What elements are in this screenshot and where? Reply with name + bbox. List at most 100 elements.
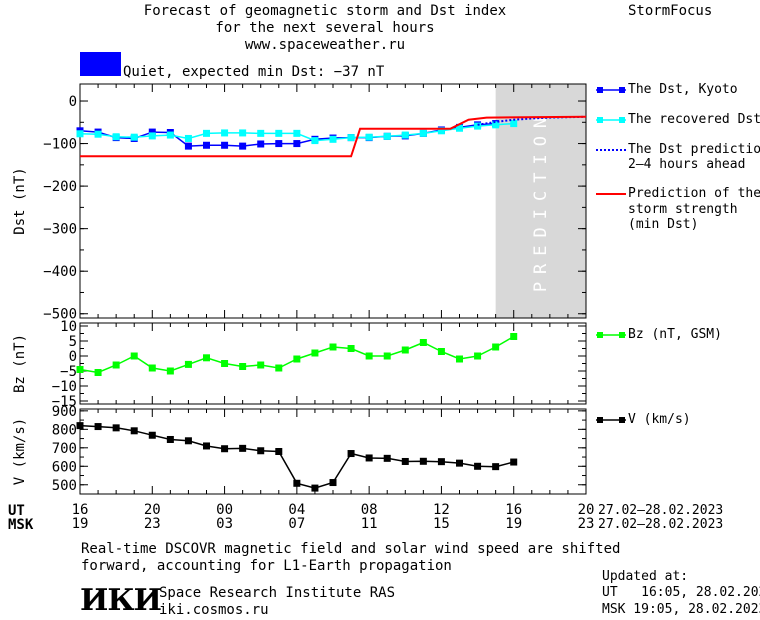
legend-label-storm-1: Prediction of the <box>628 186 760 201</box>
data-point <box>293 140 301 148</box>
y-tick-label: −300 <box>43 222 77 238</box>
data-point <box>239 142 247 150</box>
data-point <box>148 431 156 439</box>
msk-tick-label: 03 <box>216 516 233 532</box>
data-point <box>347 450 355 458</box>
data-point <box>130 352 138 360</box>
y-tick-label: 600 <box>52 459 77 475</box>
data-point <box>419 339 427 346</box>
legend-label-dst-kyoto: The Dst, Kyoto <box>628 82 738 97</box>
ut-tick-label: 16 <box>72 502 89 518</box>
status-text: Quiet, expected min Dst: −37 nT <box>123 64 385 80</box>
y-tick-label: 5 <box>69 334 77 350</box>
data-point <box>221 360 229 367</box>
data-point <box>275 448 283 455</box>
msk-tick-label: 11 <box>361 516 378 532</box>
y-tick-label: 700 <box>52 441 77 457</box>
data-point <box>166 367 174 375</box>
y-tick-label: −100 <box>43 137 77 153</box>
prediction-label: PREDICTION <box>531 110 551 292</box>
data-point <box>365 352 373 360</box>
data-point <box>456 355 463 363</box>
data-point <box>76 130 84 138</box>
ut-tick-label: 20 <box>578 502 595 518</box>
data-point <box>383 352 391 360</box>
data-point <box>221 129 229 137</box>
legend-symbol-v-marker <box>597 417 603 423</box>
status-color-box <box>80 52 121 76</box>
data-point <box>492 343 500 351</box>
data-point <box>112 361 120 369</box>
data-point <box>419 129 427 137</box>
data-point <box>419 457 427 465</box>
series-line <box>79 335 515 374</box>
data-point <box>166 435 174 443</box>
data-point <box>492 463 500 471</box>
ut-tick-label: 08 <box>361 502 378 518</box>
series-line <box>79 122 496 147</box>
legend-label-recovered: The recovered Dst <box>628 112 760 127</box>
data-point <box>148 364 156 372</box>
msk-tick-label: 07 <box>288 516 305 532</box>
data-point <box>474 122 482 130</box>
data-point <box>184 437 192 445</box>
chart-title-line-2: for the next several hours <box>215 20 435 36</box>
y-tick-label: −10 <box>52 379 77 395</box>
data-point <box>311 349 319 357</box>
data-point <box>130 133 138 141</box>
legend-symbol-dst-kyoto-marker <box>597 87 603 93</box>
data-point <box>76 422 84 430</box>
data-point <box>275 364 283 372</box>
data-point <box>94 369 102 376</box>
data-point <box>112 424 120 432</box>
msk-tick-label: 19 <box>72 516 89 532</box>
institute-site[interactable]: iki.cosmos.ru <box>159 602 269 618</box>
data-point <box>257 447 265 455</box>
y-tick-label: −200 <box>43 179 77 195</box>
y-tick-label: 0 <box>69 349 77 365</box>
y-axis-label: Bz (nT) <box>12 334 28 393</box>
y-axis-label: V (km/s) <box>12 418 28 485</box>
data-point <box>203 442 210 450</box>
panel-frame-2 <box>79 322 587 405</box>
legend-label-dst-prediction-2: 2–4 hours ahead <box>628 157 746 172</box>
data-point <box>257 140 265 148</box>
legend-label-v: V (km/s) <box>628 412 691 427</box>
ut-tick-label: 12 <box>433 502 450 518</box>
data-point <box>383 454 391 462</box>
site-url[interactable]: www.spaceweather.ru <box>244 37 406 53</box>
data-point <box>474 462 482 470</box>
data-point <box>456 124 463 132</box>
updated-msk: MSK 19:05, 28.02.2023 <box>602 602 760 617</box>
data-point <box>437 127 445 135</box>
data-point <box>510 120 518 128</box>
msk-row-label: MSK <box>8 517 34 533</box>
data-point <box>492 121 500 129</box>
data-point <box>275 129 283 137</box>
legend-symbol-bz-marker <box>619 332 625 338</box>
msk-tick-label: 23 <box>144 516 161 532</box>
legend-symbol-bz-marker <box>597 332 603 338</box>
chart-title-line-1: Forecast of geomagnetic storm and Dst in… <box>143 3 507 19</box>
data-point <box>221 141 229 149</box>
data-point <box>221 445 229 453</box>
data-point <box>329 343 337 351</box>
ut-tick-label: 20 <box>144 502 161 518</box>
data-point <box>257 361 265 369</box>
series-line <box>80 115 587 158</box>
y-tick-label: −500 <box>43 307 77 323</box>
y-tick-label: −5 <box>60 364 77 380</box>
y-tick-label: 500 <box>52 478 77 494</box>
ut-row-label: UT <box>8 503 25 519</box>
data-point <box>203 354 210 362</box>
y-tick-label: 900 <box>52 404 77 420</box>
updated-label: Updated at: <box>602 569 689 584</box>
y-tick-label: 10 <box>60 319 77 335</box>
data-point <box>437 348 445 355</box>
ut-tick-label: 04 <box>288 502 305 518</box>
data-point <box>383 132 391 140</box>
legend-symbol-recovered-marker <box>597 117 603 123</box>
y-tick-label: 800 <box>52 422 77 438</box>
data-point <box>257 129 265 137</box>
